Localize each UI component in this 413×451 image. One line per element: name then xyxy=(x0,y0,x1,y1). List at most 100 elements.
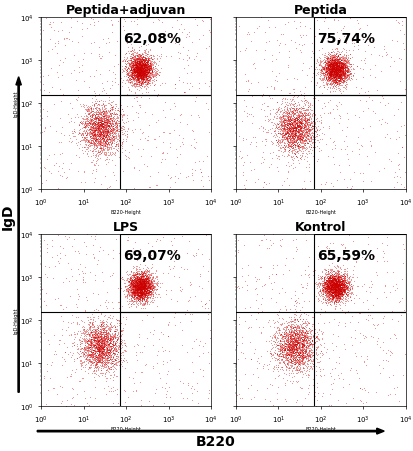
Point xyxy=(143,64,150,71)
Point xyxy=(271,334,278,341)
Point xyxy=(93,347,99,354)
Point xyxy=(308,347,314,354)
Point xyxy=(131,284,138,291)
Point xyxy=(286,330,293,337)
Point xyxy=(326,76,333,83)
Point xyxy=(275,290,282,297)
Point xyxy=(116,343,122,350)
Point xyxy=(138,285,145,292)
Point xyxy=(335,66,342,73)
Point xyxy=(135,73,142,80)
Point xyxy=(140,63,146,70)
Point xyxy=(341,281,348,288)
Point xyxy=(294,122,300,129)
Point xyxy=(83,147,90,154)
Point xyxy=(138,283,144,290)
Point xyxy=(64,373,70,381)
Point xyxy=(121,354,127,362)
Point xyxy=(324,71,331,78)
Point xyxy=(348,342,355,349)
Point xyxy=(106,358,112,365)
Point xyxy=(142,50,149,57)
Point xyxy=(315,62,321,69)
Point xyxy=(83,113,90,120)
Point xyxy=(45,341,52,348)
Point xyxy=(273,352,280,359)
Point xyxy=(330,280,337,287)
Point xyxy=(316,281,322,288)
Point xyxy=(88,357,94,364)
Point xyxy=(95,131,102,138)
Point xyxy=(328,54,335,61)
Point xyxy=(331,60,338,68)
Point xyxy=(132,60,139,67)
Point xyxy=(320,290,327,297)
Point xyxy=(150,364,157,372)
Point xyxy=(102,134,109,141)
Point xyxy=(326,58,333,65)
Point xyxy=(261,282,267,289)
Point xyxy=(277,145,284,152)
Point xyxy=(89,124,96,132)
Point xyxy=(293,117,299,124)
Point xyxy=(138,290,145,297)
Point xyxy=(332,285,339,293)
Point xyxy=(202,300,209,308)
Point xyxy=(144,79,151,86)
Point xyxy=(295,351,302,358)
Point xyxy=(138,276,145,283)
Point xyxy=(332,82,339,89)
Point xyxy=(339,276,346,284)
Point xyxy=(322,72,328,79)
Point xyxy=(88,347,95,354)
Point xyxy=(337,90,344,97)
Point xyxy=(133,285,140,293)
Point xyxy=(291,134,298,141)
Point xyxy=(305,120,312,127)
Point xyxy=(96,350,103,357)
Point xyxy=(103,141,109,148)
Point xyxy=(333,286,339,294)
Point xyxy=(129,282,136,290)
Point xyxy=(136,286,143,293)
Point xyxy=(336,114,342,121)
Point xyxy=(330,66,337,73)
Point xyxy=(339,72,345,79)
Point xyxy=(142,64,148,71)
Point xyxy=(114,128,120,135)
Point xyxy=(344,73,351,80)
Point xyxy=(98,335,104,342)
Point xyxy=(86,364,93,371)
Point xyxy=(336,64,342,71)
Point xyxy=(142,282,149,290)
Point xyxy=(133,63,139,70)
Point xyxy=(325,68,332,75)
Point xyxy=(140,276,146,283)
Point xyxy=(299,132,306,139)
Point xyxy=(140,269,147,276)
Point xyxy=(294,131,301,138)
Point xyxy=(109,136,116,143)
Point xyxy=(125,277,132,285)
Point xyxy=(95,115,102,123)
Point xyxy=(330,59,337,66)
Point xyxy=(332,68,339,75)
Point xyxy=(329,274,335,281)
Point xyxy=(301,138,307,145)
Point xyxy=(344,66,350,74)
Point xyxy=(81,338,88,345)
Point xyxy=(100,120,107,127)
Point xyxy=(291,331,298,339)
Point xyxy=(131,264,137,271)
Point xyxy=(285,344,292,351)
Point xyxy=(332,67,339,74)
Point xyxy=(95,343,101,350)
Point xyxy=(327,282,334,290)
Point xyxy=(291,361,297,368)
Point xyxy=(334,267,341,275)
Point xyxy=(136,72,143,79)
Point xyxy=(87,116,94,123)
Point xyxy=(108,345,115,352)
Point xyxy=(40,128,47,135)
Point xyxy=(280,142,286,149)
